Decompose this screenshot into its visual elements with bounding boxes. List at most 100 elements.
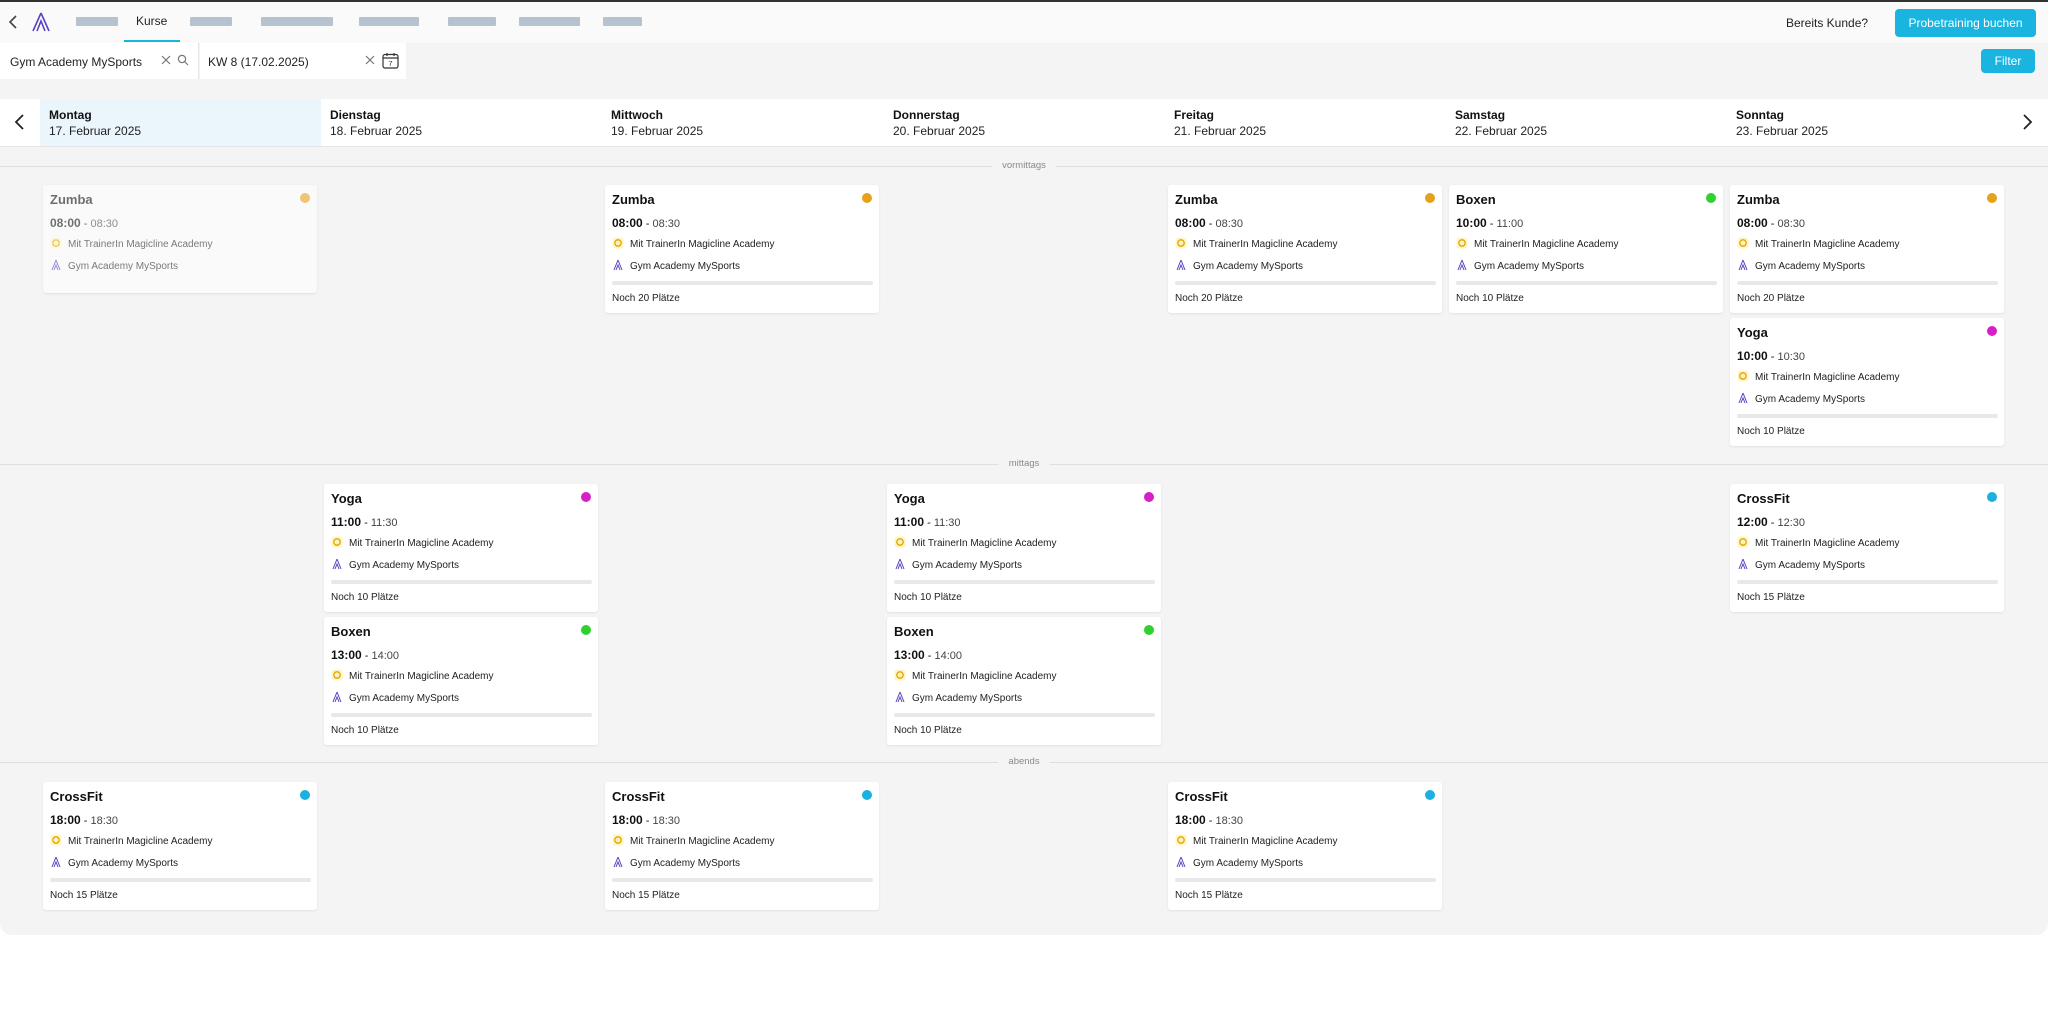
course-end-time: 08:30: [90, 218, 119, 230]
filter-button[interactable]: Filter: [1981, 49, 2035, 73]
nav-item-placeholder[interactable]: [448, 17, 496, 26]
app-window: Kurse Bereits Kunde? Probetraining buche…: [0, 0, 2048, 935]
course-card[interactable]: Boxen 13:00 - 14:00 Mit TrainerIn Magicl…: [887, 617, 1161, 745]
nav-item-placeholder[interactable]: [603, 17, 642, 26]
course-end-time: 12:30: [1777, 517, 1806, 529]
tab-kurse[interactable]: Kurse: [124, 2, 180, 42]
chevron-left-icon[interactable]: [13, 113, 27, 131]
day-column-header-friday[interactable]: Freitag 21. Februar 2025: [1165, 99, 1446, 146]
studio-select-value: Gym Academy MySports: [10, 55, 143, 69]
course-studio: Gym Academy MySports: [1737, 558, 1865, 572]
course-title: CrossFit: [50, 789, 103, 804]
free-spots: Noch 20 Plätze: [612, 293, 680, 304]
day-column-header-wednesday[interactable]: Mittwoch 19. Februar 2025: [602, 99, 883, 146]
course-card[interactable]: CrossFit 18:00 - 18:30 Mit TrainerIn Mag…: [43, 782, 317, 910]
day-column-header-sunday[interactable]: Sonntag 23. Februar 2025: [1727, 99, 2008, 146]
chevron-right-icon[interactable]: [2020, 113, 2034, 131]
course-title: Zumba: [612, 192, 655, 207]
course-time: 13:00 - 14:00: [331, 648, 399, 662]
calendar-icon[interactable]: 7: [382, 52, 399, 69]
course-start-time: 12:00: [1737, 515, 1768, 529]
nav-item-placeholder[interactable]: [76, 17, 118, 26]
capacity-bar: [612, 878, 873, 882]
course-title: Boxen: [1456, 192, 1496, 207]
course-trainer: Mit TrainerIn Magicline Academy: [50, 834, 213, 848]
course-color-dot: [1987, 193, 1997, 203]
course-color-dot: [581, 492, 591, 502]
tab-kurse-label: Kurse: [136, 14, 168, 28]
studio-name: Gym Academy MySports: [68, 261, 179, 272]
studio-name: Gym Academy MySports: [1193, 261, 1304, 272]
nav-item-placeholder[interactable]: [359, 17, 419, 26]
studio-logo-icon: [1176, 259, 1186, 271]
trainer-name: Mit TrainerIn Magicline Academy: [349, 671, 494, 682]
time-separator: -: [1767, 351, 1778, 363]
studio-logo-icon: [1176, 856, 1186, 868]
course-trainer: Mit TrainerIn Magicline Academy: [1737, 370, 1900, 384]
studio-name: Gym Academy MySports: [912, 560, 1023, 571]
day-column-header-monday[interactable]: Montag 17. Februar 2025: [40, 99, 321, 146]
trainer-icon: [1737, 370, 1749, 382]
nav-item-placeholder[interactable]: [190, 17, 232, 26]
course-card[interactable]: Yoga 11:00 - 11:30 Mit TrainerIn Magicli…: [324, 484, 598, 612]
free-spots: Noch 10 Plätze: [894, 725, 962, 736]
course-end-time: 18:30: [1215, 815, 1244, 827]
course-start-time: 11:00: [331, 515, 362, 529]
free-spots: Noch 10 Plätze: [331, 592, 399, 603]
course-card[interactable]: Zumba 08:00 - 08:30 Mit TrainerIn Magicl…: [1730, 185, 2004, 313]
trainer-icon: [1175, 834, 1187, 846]
section-evening: abends: [0, 755, 2048, 769]
trainer-icon: [1175, 237, 1187, 249]
course-start-time: 18:00: [1175, 813, 1206, 827]
course-end-time: 14:00: [371, 650, 400, 662]
course-card[interactable]: Zumba 08:00 - 08:30 Mit TrainerIn Magicl…: [605, 185, 879, 313]
course-studio: Gym Academy MySports: [1175, 856, 1303, 870]
course-color-dot: [1425, 790, 1435, 800]
capacity-bar: [894, 580, 1155, 584]
course-trainer: Mit TrainerIn Magicline Academy: [612, 237, 775, 251]
back-arrow-icon[interactable]: [4, 12, 22, 32]
already-customer-link[interactable]: Bereits Kunde?: [1786, 16, 1869, 30]
nav-item-placeholder[interactable]: [519, 17, 580, 26]
time-separator: -: [1767, 517, 1778, 529]
course-card[interactable]: Zumba 08:00 - 08:30 Mit TrainerIn Magicl…: [43, 185, 317, 293]
day-column-header-thursday[interactable]: Donnerstag 20. Februar 2025: [884, 99, 1165, 146]
course-card[interactable]: Yoga 10:00 - 10:30 Mit TrainerIn Magicli…: [1730, 318, 2004, 446]
course-card[interactable]: Boxen 13:00 - 14:00 Mit TrainerIn Magicl…: [324, 617, 598, 745]
course-color-dot: [1987, 326, 1997, 336]
course-trainer: Mit TrainerIn Magicline Academy: [1456, 237, 1619, 251]
studio-logo-icon: [51, 856, 61, 868]
course-studio: Gym Academy MySports: [50, 856, 178, 870]
week-select[interactable]: KW 8 (17.02.2025) 7: [200, 43, 406, 79]
day-column-header-saturday[interactable]: Samstag 22. Februar 2025: [1446, 99, 1727, 146]
course-end-time: 14:00: [934, 650, 963, 662]
trainer-icon: [1456, 237, 1468, 249]
top-navigation: Kurse Bereits Kunde? Probetraining buche…: [0, 2, 2048, 43]
course-trainer: Mit TrainerIn Magicline Academy: [331, 669, 494, 683]
course-color-dot: [1425, 193, 1435, 203]
clear-icon[interactable]: [160, 54, 172, 66]
trainer-icon: [612, 237, 624, 249]
course-studio: Gym Academy MySports: [331, 558, 459, 572]
course-card[interactable]: CrossFit 18:00 - 18:30 Mit TrainerIn Mag…: [605, 782, 879, 910]
course-end-time: 18:30: [652, 815, 681, 827]
brand-logo-icon[interactable]: [30, 11, 52, 33]
day-column-header-tuesday[interactable]: Dienstag 18. Februar 2025: [321, 99, 602, 146]
course-card[interactable]: CrossFit 18:00 - 18:30 Mit TrainerIn Mag…: [1168, 782, 1442, 910]
search-icon[interactable]: [177, 54, 189, 66]
clear-icon[interactable]: [364, 54, 376, 66]
trainer-icon: [50, 834, 62, 846]
course-card[interactable]: Yoga 11:00 - 11:30 Mit TrainerIn Magicli…: [887, 484, 1161, 612]
trainer-icon: [894, 536, 906, 548]
course-end-time: 11:30: [933, 517, 961, 529]
course-card[interactable]: Zumba 08:00 - 08:30 Mit TrainerIn Magicl…: [1168, 185, 1442, 313]
studio-logo-icon: [613, 259, 623, 271]
free-spots: Noch 10 Plätze: [1737, 426, 1805, 437]
course-title: Yoga: [894, 491, 925, 506]
studio-select[interactable]: Gym Academy MySports: [0, 43, 199, 79]
free-spots: Noch 10 Plätze: [331, 725, 399, 736]
trial-training-button[interactable]: Probetraining buchen: [1895, 9, 2036, 37]
course-card[interactable]: Boxen 10:00 - 11:00 Mit TrainerIn Magicl…: [1449, 185, 1723, 313]
nav-item-placeholder[interactable]: [261, 17, 333, 26]
course-card[interactable]: CrossFit 12:00 - 12:30 Mit TrainerIn Mag…: [1730, 484, 2004, 612]
